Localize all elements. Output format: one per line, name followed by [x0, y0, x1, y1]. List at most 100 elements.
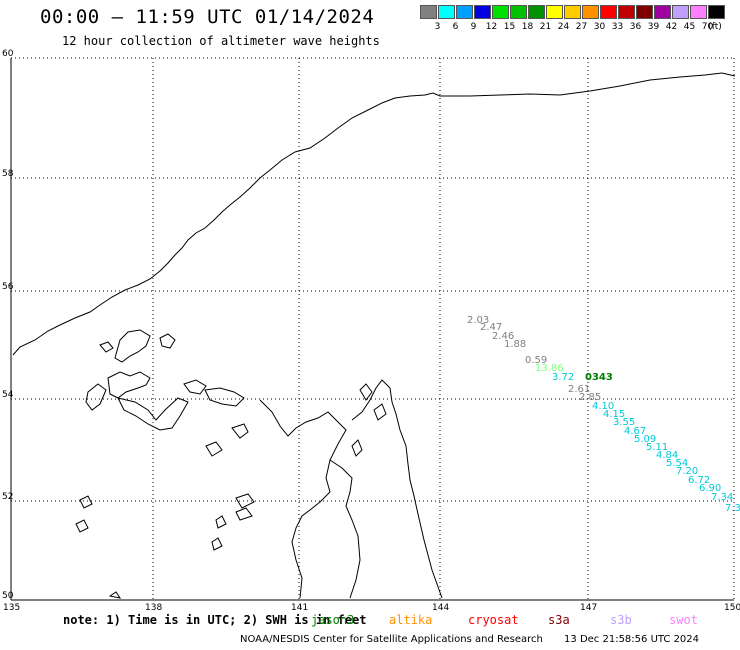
- legend-label: 39: [647, 22, 660, 32]
- track-time-label: 0343: [585, 372, 613, 383]
- legend-label: 6: [452, 22, 459, 32]
- coastline-island-7: [183, 379, 207, 395]
- legend-label: 9: [470, 22, 477, 32]
- legend-swatch: [564, 5, 581, 19]
- wave-height-label: 3.55: [613, 417, 635, 428]
- wave-height-label: 7.20: [676, 466, 698, 477]
- coastline-island-9: [231, 423, 249, 439]
- coastline-island-14: [373, 403, 387, 421]
- longitude-label: 141: [291, 603, 308, 613]
- coastline-gulf-of-alaska: [12, 72, 736, 356]
- coastline-island-21: [211, 537, 223, 551]
- coastline-island-4: [107, 371, 151, 399]
- legend-swatch: [672, 5, 689, 19]
- legend-label: 70: [701, 22, 714, 32]
- coastline-island-2: [114, 329, 151, 363]
- latitude-label: 54: [2, 390, 14, 400]
- wave-height-label: 2.46: [492, 331, 514, 342]
- legend-swatch: [474, 5, 491, 19]
- legend-swatch: [456, 5, 473, 19]
- longitude-label: 144: [432, 603, 449, 613]
- wave-height-label: 4.67: [624, 426, 646, 437]
- wave-height-label: 3.72: [552, 372, 574, 383]
- coastline-island-15: [205, 441, 223, 457]
- coastline-island-18: [79, 495, 93, 509]
- coastline-island-11: [329, 459, 361, 599]
- legend-label: 45: [683, 22, 696, 32]
- legend-swatch: [582, 5, 599, 19]
- latitude-label: 58: [2, 169, 14, 179]
- satellite-label-altika: altika: [389, 613, 433, 627]
- note-line: note: 1) Time is in UTC; 2) SWH is in fe…: [63, 613, 366, 627]
- legend-label: 42: [665, 22, 678, 32]
- map-subtitle: 12 hour collection of altimeter wave hei…: [62, 34, 380, 48]
- wave-height-label: 7.34: [711, 492, 733, 503]
- wave-height-label: 7.3: [725, 503, 740, 514]
- wave-height-label: 2.47: [480, 322, 502, 333]
- legend-swatch: [546, 5, 563, 19]
- coastline-island-22: [351, 439, 363, 457]
- graticule: [10, 57, 735, 601]
- wave-height-label: 5.11: [646, 442, 668, 453]
- wave-height-label: 6.72: [688, 475, 710, 486]
- footer: NOAA/NESDIS Center for Satellite Applica…: [240, 634, 699, 645]
- latitude-label: 50: [2, 591, 14, 601]
- wave-height-label: 4.84: [656, 450, 678, 461]
- coastline-island-6: [117, 397, 189, 431]
- legend-unit: (ft): [708, 22, 722, 32]
- wave-height-label: 1.88: [504, 339, 526, 350]
- legend-swatch: [708, 5, 725, 19]
- coastline-island-12: [351, 379, 443, 599]
- wave-height-label: 2.85: [579, 392, 601, 403]
- legend-label: 12: [485, 22, 498, 32]
- wave-height-label: 13.86: [535, 363, 564, 374]
- axis-labels: 60 58 56 54 52 50 135 138 141 144 147 150: [2, 49, 740, 613]
- legend-label: 24: [557, 22, 570, 32]
- legend-swatch: [420, 5, 437, 19]
- legend-label: 27: [575, 22, 588, 32]
- wave-height-label: 5.09: [634, 434, 656, 445]
- legend-swatch: [690, 5, 707, 19]
- legend-swatch: [528, 5, 545, 19]
- legend-swatch: [654, 5, 671, 19]
- legend-swatch: [618, 5, 635, 19]
- wave-height-label: 2.61: [568, 384, 590, 395]
- longitude-label: 135: [3, 603, 20, 613]
- wave-height-label: 0.59: [525, 355, 547, 366]
- footer-credit: NOAA/NESDIS Center for Satellite Applica…: [240, 634, 543, 645]
- map-title: 00:00 – 11:59 UTC 01/14/2024: [40, 6, 375, 28]
- legend-label: 15: [503, 22, 516, 32]
- satellite-label-s3b: s3b: [610, 613, 632, 627]
- coastline-island-20: [215, 515, 227, 529]
- latitude-label: 56: [2, 282, 14, 292]
- coastline-island-23: [108, 591, 122, 599]
- wave-height-label: 4.10: [592, 401, 614, 412]
- legend-swatch: [510, 5, 527, 19]
- coastline-island-17: [235, 507, 253, 521]
- wave-height-label: 6.90: [699, 483, 721, 494]
- legend-label: 33: [611, 22, 624, 32]
- legend-swatch: [438, 5, 455, 19]
- legend-swatch: [636, 5, 653, 19]
- satellite-label-s3a: s3a: [548, 613, 570, 627]
- satellite-label-cryosat: cryosat: [468, 613, 519, 627]
- satellite-label-jason3: jason3: [311, 613, 355, 627]
- legend-label: 36: [629, 22, 642, 32]
- coastline: [12, 72, 736, 599]
- legend-label: 21: [539, 22, 552, 32]
- satellite-label-swot: swot: [669, 613, 698, 627]
- footer-timestamp: 13 Dec 21:58:56 UTC 2024: [564, 634, 700, 645]
- legend-swatch: [600, 5, 617, 19]
- legend-label: 18: [521, 22, 534, 32]
- wave-height-label: 4.15: [603, 409, 625, 420]
- coastline-island-3: [159, 333, 176, 349]
- coastline-island-5: [85, 383, 107, 411]
- latitude-label: 52: [2, 492, 13, 502]
- coastline-island-19: [75, 519, 89, 533]
- coastline-island-10: [259, 399, 347, 599]
- longitude-label: 138: [145, 603, 162, 613]
- longitude-label: 147: [580, 603, 597, 613]
- coastline-island-1: [99, 341, 114, 353]
